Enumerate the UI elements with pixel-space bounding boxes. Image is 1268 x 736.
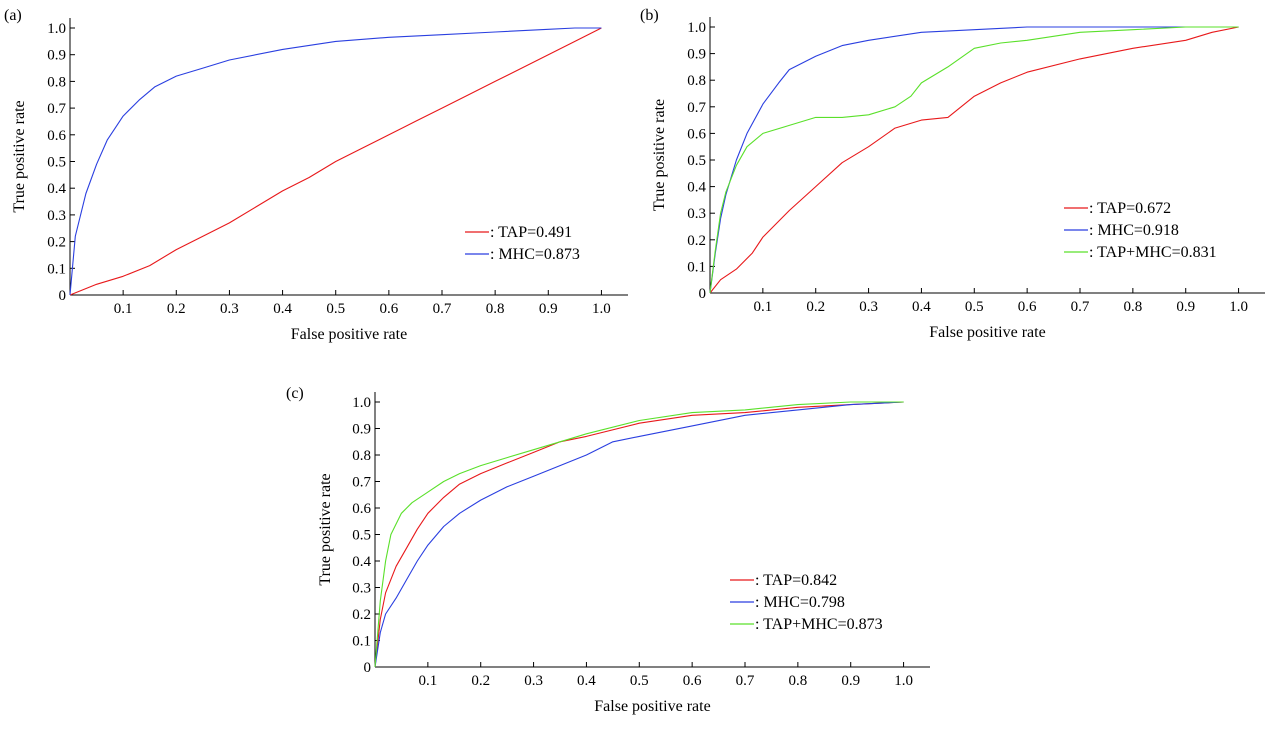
y-tick-label: 0.9 [47,48,66,64]
chart-panel-2: (c) 0.1 0.2 0.3 0.4 0.5 0.6 0.7 0.8 0.9 1.0 0 0.1 0.2… [286,385,930,715]
legend-entry: : MHC=0.918 [1089,222,1179,239]
y-tick-label: 0.2 [47,235,66,251]
x-tick-label: 0.5 [326,301,345,317]
legend-entry: : TAP=0.491 [490,224,572,241]
x-tick-label: 0.5 [630,673,649,689]
series-line-2 [374,401,904,668]
y-tick-label: 0.1 [352,634,371,650]
y-tick-label: 0.8 [687,73,706,89]
x-tick-label: 0.3 [524,673,543,689]
x-axis-title: False positive rate [594,698,710,715]
y-tick-label: 0.7 [352,475,371,491]
x-tick-label: 0.7 [433,301,452,317]
y-tick-label: 1.0 [47,21,66,37]
series-line-1 [374,401,904,668]
y-tick-label: 1.0 [687,20,706,36]
x-tick-label: 0.6 [683,673,702,689]
y-tick-label: 0.3 [47,208,66,224]
x-tick-label: 0.9 [1176,299,1195,315]
x-tick-label: 0.3 [859,299,878,315]
y-tick-label: 0.2 [352,607,371,623]
x-tick-label: 0.6 [379,301,398,317]
y-tick-label: 0.5 [687,153,706,169]
panel-label: (c) [286,385,304,402]
x-tick-label: 0.9 [539,301,558,317]
y-axis-title: True positive rate [651,99,668,211]
x-tick-label: 0.7 [736,673,755,689]
legend-entry: : TAP+MHC=0.831 [1089,244,1217,261]
y-tick-label: 0 [364,660,372,676]
y-tick-label: 0.7 [687,100,706,116]
x-tick-label: 0.8 [1123,299,1142,315]
x-tick-label: 0.4 [577,673,596,689]
legend-entry: : MHC=0.873 [490,246,580,263]
y-tick-label: 0.3 [352,581,371,597]
y-tick-label: 1.0 [352,395,371,411]
y-tick-label: 0.4 [47,181,66,197]
series-line-2 [709,26,1239,294]
x-tick-label: 0.2 [806,299,825,315]
series-line-0 [69,27,602,296]
chart-panel-1: (b) 0.1 0.2 0.3 0.4 0.5 0.6 0.7 0.8 0.9 1.0 0 0.1 0.2… [640,7,1265,341]
y-tick-label: 0 [59,288,67,304]
x-tick-label: 0.2 [167,301,186,317]
y-tick-label: 0.4 [687,180,706,196]
y-tick-label: 0.9 [352,422,371,438]
series-line-1 [709,26,1239,294]
y-tick-label: 0.4 [352,554,371,570]
x-tick-label: 0.2 [471,673,490,689]
x-tick-label: 0.5 [965,299,984,315]
x-tick-label: 1.0 [592,301,611,317]
series-line-1 [69,27,602,296]
x-tick-label: 0.4 [912,299,931,315]
y-tick-label: 0.1 [687,259,706,275]
x-tick-label: 0.8 [788,673,807,689]
series-line-0 [374,401,904,668]
x-tick-label: 0.7 [1071,299,1090,315]
x-tick-label: 0.3 [220,301,239,317]
legend-entry: : TAP=0.842 [755,572,837,589]
x-tick-label: 0.4 [273,301,292,317]
x-tick-label: 0.1 [114,301,133,317]
y-tick-label: 0.9 [687,47,706,63]
y-tick-label: 0.1 [47,261,66,277]
y-tick-label: 0.2 [687,233,706,249]
y-tick-label: 0.7 [47,101,66,117]
y-tick-label: 0.6 [352,501,371,517]
legend-entry: : MHC=0.798 [755,594,845,611]
y-tick-label: 0.8 [47,74,66,90]
x-axis-title: False positive rate [929,324,1045,341]
x-axis-title: False positive rate [291,326,407,343]
x-tick-label: 0.1 [753,299,772,315]
panel-label: (b) [640,7,659,24]
y-tick-label: 0.6 [687,126,706,142]
series-line-0 [709,26,1239,294]
x-tick-label: 0.1 [418,673,437,689]
x-tick-label: 1.0 [1229,299,1248,315]
chart-panel-0: (a) 0.1 0.2 0.3 0.4 0.5 0.6 0.7 0.8 0.9 1.0 0 0.1 0.2… [4,7,628,343]
legend-entry: : TAP=0.672 [1089,200,1171,217]
y-axis-title: True positive rate [317,473,334,585]
legend-entry: : TAP+MHC=0.873 [755,616,883,633]
x-tick-label: 0.6 [1018,299,1037,315]
y-tick-label: 0.3 [687,206,706,222]
y-tick-label: 0.6 [47,128,66,144]
y-tick-label: 0 [699,286,707,302]
panel-label: (a) [4,7,22,24]
x-tick-label: 1.0 [894,673,913,689]
y-tick-label: 0.8 [352,448,371,464]
x-tick-label: 0.9 [841,673,860,689]
y-tick-label: 0.5 [352,528,371,544]
y-axis-title: True positive rate [11,100,28,212]
x-tick-label: 0.8 [486,301,505,317]
y-tick-label: 0.5 [47,155,66,171]
